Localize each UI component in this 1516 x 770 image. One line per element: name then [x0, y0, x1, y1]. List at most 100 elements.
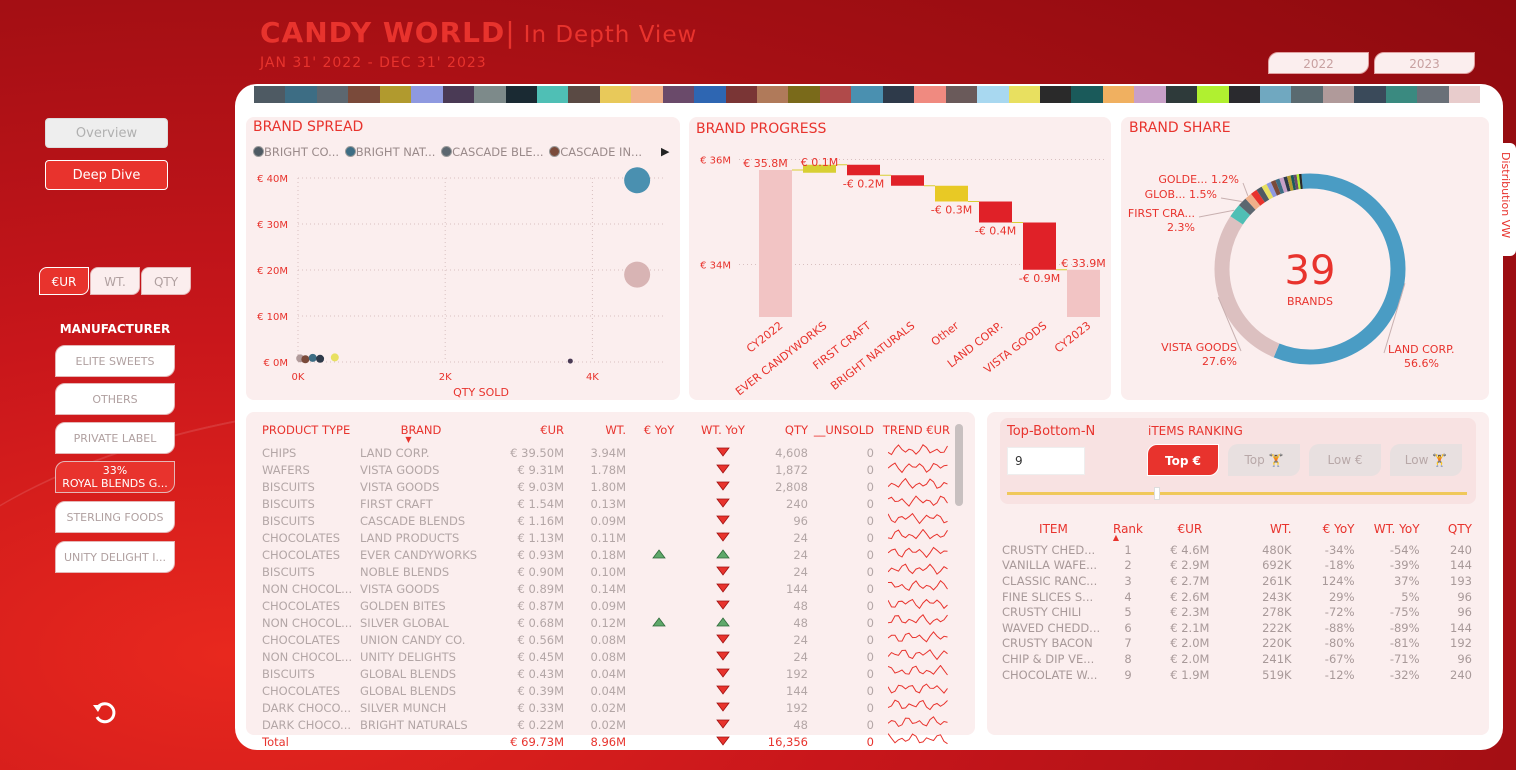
legend-next-icon[interactable]: ▶ [661, 145, 670, 158]
year-2022-button[interactable]: 2022 [1268, 52, 1369, 74]
brand-swatch[interactable] [285, 86, 317, 103]
brand-swatch[interactable] [316, 86, 349, 103]
year-2023-button[interactable]: 2023 [1374, 52, 1475, 74]
topn-slider-handle[interactable] [1154, 487, 1161, 500]
table-row[interactable]: BISCUITS CASCADE BLENDS € 1.16M 0.09M 96 0 [262, 512, 950, 529]
table-row[interactable]: CHOCOLATES GOLDEN BITES € 0.87M 0.09M 48 0 [262, 597, 950, 614]
ranking-row[interactable]: CHOCOLATE W... 9 € 1.9M 519K -12% -32% 240 [1002, 667, 1472, 683]
brand-swatch[interactable] [1322, 86, 1355, 103]
overview-button[interactable]: Overview [45, 118, 168, 148]
col-rank-eur-yoy[interactable]: € YoY [1322, 522, 1355, 536]
manufacturer-item-royal-blends[interactable]: 33% ROYAL BLENDS G... [55, 461, 175, 493]
brand-swatch[interactable] [1354, 86, 1386, 103]
ranking-row[interactable]: CRUSTY CHED... 1 € 4.6M 480K -34% -54% 240 [1002, 542, 1472, 558]
brand-swatch[interactable] [1165, 86, 1198, 103]
table-row[interactable]: DARK CHOCO... SILVER MUNCH € 0.33M 0.02M 192… [262, 699, 950, 716]
brand-swatch[interactable] [788, 86, 820, 103]
brand-swatch[interactable] [474, 86, 506, 103]
brand-swatch[interactable] [1071, 86, 1103, 103]
brand-swatch[interactable] [631, 86, 663, 103]
ranking-row[interactable]: CRUSTY CHILI 5 € 2.3M 278K -72% -75% 96 [1002, 604, 1472, 620]
brand-swatch[interactable] [1134, 86, 1166, 103]
legend-item[interactable]: BRIGHT CO... [253, 145, 339, 159]
brand-swatch[interactable] [819, 86, 852, 103]
table-row[interactable]: DARK CHOCO... BRIGHT NATURALS € 0.22M 0.02M… [262, 716, 950, 733]
legend-item[interactable]: CASCADE BLE... [441, 145, 544, 159]
table-row[interactable]: BISCUITS GLOBAL BLENDS € 0.43M 0.04M 192 0 [262, 665, 950, 682]
brand-swatch[interactable] [694, 86, 726, 103]
col-product-type[interactable]: PRODUCT TYPE [262, 423, 351, 437]
table-row[interactable]: BISCUITS VISTA GOODS € 9.03M 1.80M 2,808 0 [262, 478, 950, 495]
manufacturer-item-sterling-foods[interactable]: STERLING FOODS [55, 501, 175, 533]
topn-slider-track[interactable] [1007, 492, 1467, 495]
brand-swatch[interactable] [1197, 86, 1229, 103]
col-eur-yoy[interactable]: € YoY [643, 423, 675, 437]
table-row[interactable]: CHIPS LAND CORP. € 39.50M 3.94M 4,608 0 [262, 444, 950, 461]
col-brand[interactable]: BRAND ▼ [400, 423, 442, 444]
brand-swatch[interactable] [662, 86, 695, 103]
brand-swatch[interactable] [851, 86, 883, 103]
brand-swatch[interactable] [599, 86, 632, 103]
brand-color-strip[interactable] [254, 86, 1481, 103]
table-row[interactable]: CHOCOLATES GLOBAL BLENDS € 0.39M 0.04M 144 0 [262, 682, 950, 699]
col-rank-wt-yoy[interactable]: WT. YoY [1373, 522, 1420, 536]
col-wt[interactable]: WT. [605, 423, 626, 437]
brand-swatch[interactable] [1260, 86, 1292, 103]
table-row[interactable]: CHOCOLATES UNION CANDY CO. € 0.56M 0.08M 24 0 [262, 631, 950, 648]
brand-swatch[interactable] [536, 86, 569, 103]
brand-swatch[interactable] [568, 86, 600, 103]
manufacturer-item-elite-sweets[interactable]: ELITE SWEETS [55, 345, 175, 377]
top-eur-button[interactable]: Top € [1147, 444, 1219, 476]
brand-swatch[interactable] [725, 86, 757, 103]
col-trend[interactable]: TREND €UR [882, 423, 950, 437]
manufacturer-item-others[interactable]: OTHERS [55, 383, 175, 415]
brand-swatch[interactable] [1102, 86, 1135, 103]
low-weight-button[interactable]: Low 🏋 [1390, 444, 1462, 476]
manufacturer-item-unity-delight[interactable]: UNITY DELIGHT I... [55, 541, 175, 573]
col-qty[interactable]: QTY [784, 423, 808, 437]
ranking-row[interactable]: CHIP & DIP VE... 8 € 2.0M 241K -67% -71% 96 [1002, 651, 1472, 667]
unit-wt-button[interactable]: WT. [90, 267, 140, 295]
topn-input[interactable] [1007, 447, 1085, 475]
ranking-row[interactable]: CRUSTY BACON 7 € 2.0M 220K -80% -81% 192 [1002, 636, 1472, 652]
brand-swatch[interactable] [1417, 86, 1449, 103]
table-row[interactable]: NON CHOCOL... VISTA GOODS € 0.89M 0.14M 144 0 [262, 580, 950, 597]
table-row[interactable]: BISCUITS FIRST CRAFT € 1.54M 0.13M 240 0 [262, 495, 950, 512]
manufacturer-item-private-label[interactable]: PRIVATE LABEL [55, 422, 175, 454]
brand-swatch[interactable] [411, 86, 443, 103]
col-item[interactable]: ITEM [1039, 522, 1068, 536]
table-row[interactable]: CHOCOLATES LAND PRODUCTS € 1.13M 0.11M 24 0 [262, 529, 950, 546]
col-rank[interactable]: Rank ▲ [1112, 522, 1143, 542]
table-scrollbar[interactable] [955, 424, 963, 506]
low-eur-button[interactable]: Low € [1309, 444, 1381, 476]
brand-swatch[interactable] [505, 86, 537, 103]
col-rank-wt[interactable]: WT. [1270, 522, 1292, 536]
table-row[interactable]: NON CHOCOL... SILVER GLOBAL € 0.68M 0.12M 48… [262, 614, 950, 631]
ranking-row[interactable]: CLASSIC RANC... 3 € 2.7M 261K 124% 37% 193 [1002, 573, 1472, 589]
ranking-row[interactable]: WAVED CHEDD... 6 € 2.1M 222K -88% -89% 144 [1002, 620, 1472, 636]
legend-item[interactable]: BRIGHT NAT... [344, 145, 435, 159]
brand-swatch[interactable] [882, 86, 915, 103]
brand-swatch[interactable] [442, 86, 475, 103]
brand-swatch[interactable] [348, 86, 380, 103]
ranking-row[interactable]: VANILLA WAFE... 2 € 2.9M 692K -18% -39% 144 [1002, 558, 1472, 574]
brand-swatch[interactable] [254, 86, 286, 103]
col-eur[interactable]: €UR [540, 423, 564, 437]
brand-swatch[interactable] [1291, 86, 1323, 103]
col-unsold[interactable]: __UNSOLD [813, 423, 874, 437]
brand-swatch[interactable] [757, 86, 789, 103]
brand-swatch[interactable] [945, 86, 978, 103]
unit-qty-button[interactable]: QTY [141, 267, 191, 295]
brand-swatch[interactable] [1385, 86, 1418, 103]
brand-swatch[interactable] [1448, 86, 1481, 103]
col-rank-eur[interactable]: €UR [1177, 522, 1203, 536]
brand-swatch[interactable] [379, 86, 412, 103]
brand-swatch[interactable] [1228, 86, 1260, 103]
distribution-tab[interactable] [1503, 143, 1516, 256]
brand-swatch[interactable] [977, 86, 1009, 103]
table-row[interactable]: NON CHOCOL... UNITY DELIGHTS € 0.45M 0.08M 2… [262, 648, 950, 665]
brand-swatch[interactable] [1008, 86, 1040, 103]
reset-icon[interactable] [90, 697, 120, 727]
unit-eur-button[interactable]: €UR [39, 267, 89, 295]
col-wt-yoy[interactable]: WT. YoY [701, 423, 745, 437]
